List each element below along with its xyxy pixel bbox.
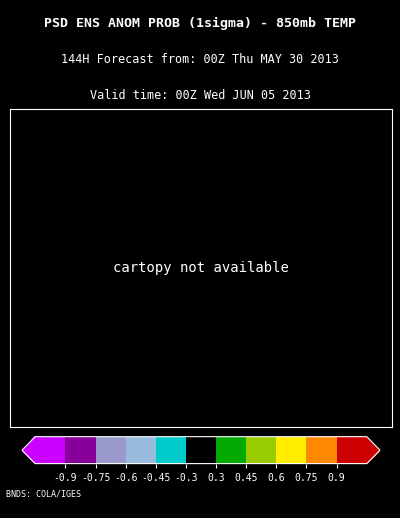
Text: cartopy not available: cartopy not available xyxy=(113,261,289,275)
Text: PSD ENS ANOM PROB (1sigma) - 850mb TEMP: PSD ENS ANOM PROB (1sigma) - 850mb TEMP xyxy=(44,17,356,30)
Text: 144H Forecast from: 00Z Thu MAY 30 2013: 144H Forecast from: 00Z Thu MAY 30 2013 xyxy=(61,53,339,66)
PathPatch shape xyxy=(22,437,35,464)
PathPatch shape xyxy=(367,437,380,464)
Text: Valid time: 00Z Wed JUN 05 2013: Valid time: 00Z Wed JUN 05 2013 xyxy=(90,89,310,102)
Text: BNDS: COLA/IGES: BNDS: COLA/IGES xyxy=(6,490,81,498)
